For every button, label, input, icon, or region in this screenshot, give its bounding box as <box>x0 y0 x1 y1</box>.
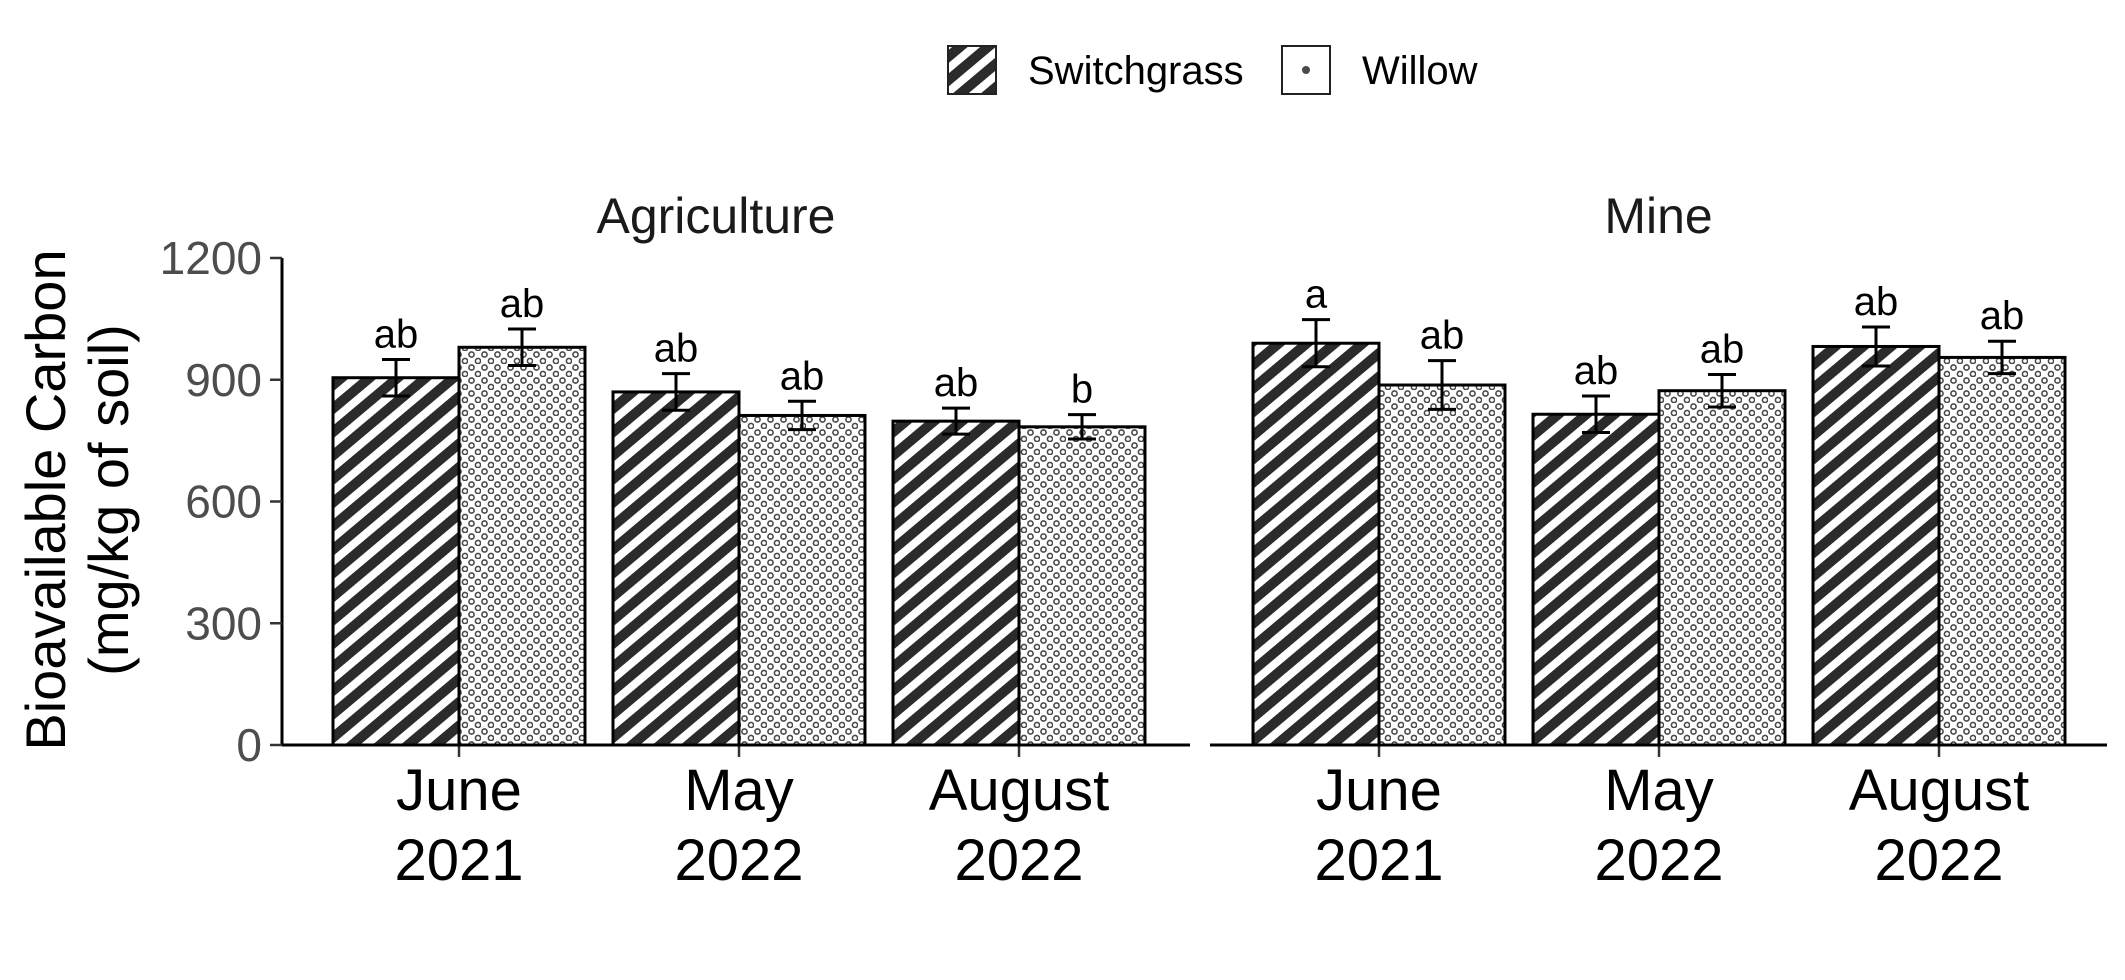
significance-label: ab <box>1574 349 1619 393</box>
bar <box>1531 412 1661 747</box>
legend-key-switchgrass <box>947 45 997 95</box>
x-tick-label-month: May <box>684 758 794 823</box>
significance-label: b <box>1071 368 1093 412</box>
significance-label: ab <box>374 312 419 356</box>
facet-title: Agriculture <box>597 188 836 244</box>
x-tick-label-month: May <box>1604 758 1714 823</box>
y-axis-label-line-2: (mg/kg of soil) <box>77 324 140 676</box>
legend-label-switchgrass: Switchgrass <box>1028 49 1244 93</box>
significance-label: a <box>1305 273 1328 317</box>
x-tick-label-month: June <box>1316 758 1442 823</box>
bar <box>1811 344 1941 747</box>
x-tick-label-year: 2021 <box>1314 828 1443 893</box>
y-tick-label: 600 <box>185 476 262 528</box>
y-tick-label: 0 <box>236 719 262 771</box>
bar <box>1657 389 1787 747</box>
x-tick-label-year: 2022 <box>1874 828 2003 893</box>
legend-label-willow: Willow <box>1362 49 1478 93</box>
legend: Switchgrass Willow <box>947 45 1478 95</box>
bar <box>1017 425 1147 747</box>
y-tick-label: 900 <box>185 354 262 406</box>
y-tick-label: 1200 <box>160 232 262 284</box>
legend-key-willow-dot <box>1302 66 1310 74</box>
legend-key-willow <box>1281 45 1331 95</box>
significance-label: ab <box>1980 294 2025 338</box>
plot-area: 03006009001200AgricultureJune2021ababMay… <box>160 188 2107 893</box>
significance-label: ab <box>1700 327 1745 371</box>
bar <box>611 390 741 747</box>
significance-label: ab <box>1854 280 1899 324</box>
bar <box>1251 341 1381 747</box>
x-tick-label-month: August <box>929 758 1110 823</box>
bar <box>457 345 587 747</box>
bar <box>1377 383 1507 747</box>
x-tick-label-month: August <box>1849 758 2030 823</box>
bar <box>1937 355 2067 747</box>
bar <box>331 376 461 747</box>
significance-label: ab <box>1420 314 1465 358</box>
significance-label: ab <box>654 327 699 371</box>
y-axis-label-line-1: Bioavailable Carbon <box>14 249 77 750</box>
significance-label: ab <box>500 282 545 326</box>
significance-label: ab <box>780 354 825 398</box>
x-tick-label-year: 2022 <box>1594 828 1723 893</box>
x-tick-label-year: 2022 <box>954 828 1083 893</box>
facet-title: Mine <box>1604 188 1712 244</box>
bar <box>737 413 867 747</box>
significance-label: ab <box>934 361 979 405</box>
x-tick-label-year: 2021 <box>394 828 523 893</box>
x-tick-label-month: June <box>396 758 522 823</box>
x-tick-label-year: 2022 <box>674 828 803 893</box>
bar <box>891 419 1021 747</box>
y-tick-label: 300 <box>185 597 262 649</box>
